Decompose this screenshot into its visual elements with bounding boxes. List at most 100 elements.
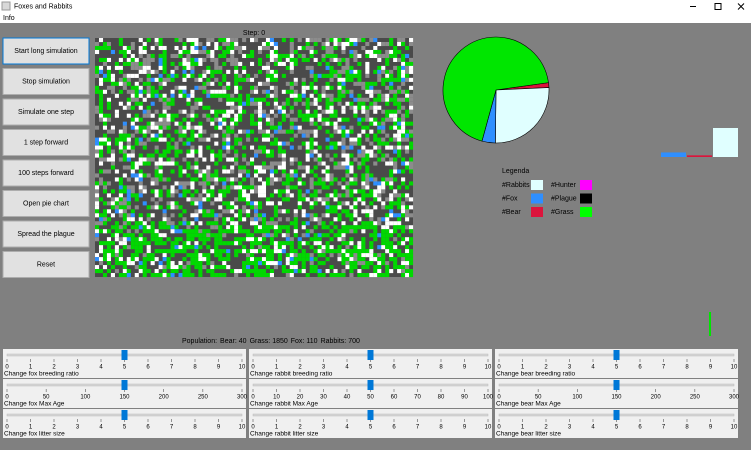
field-cell	[126, 81, 131, 86]
field-cell	[309, 177, 314, 182]
button[interactable]	[2, 68, 90, 95]
field-cell	[337, 217, 342, 222]
field-cell	[257, 257, 263, 262]
field-cell	[405, 265, 410, 270]
field-cell	[238, 113, 243, 118]
field-cell	[226, 169, 231, 174]
slider-handle[interactable]	[121, 350, 128, 360]
field-cell	[353, 213, 358, 218]
field-cell	[122, 269, 127, 274]
slider-handle[interactable]	[121, 410, 128, 420]
field-cell	[269, 85, 274, 90]
field-cell	[333, 57, 338, 62]
slider-handle[interactable]	[367, 350, 374, 360]
field-cell	[98, 229, 104, 234]
field-cell	[214, 273, 219, 278]
field-cell	[126, 197, 131, 202]
field-cell	[305, 117, 310, 122]
field-cell	[202, 185, 207, 190]
field-cell	[118, 213, 123, 218]
button-label[interactable]: Open pie chart	[23, 200, 69, 207]
field-cell	[130, 65, 135, 70]
slider-handle[interactable]	[121, 380, 128, 390]
field-cell	[321, 117, 326, 122]
field-cell	[110, 205, 115, 210]
field-cell	[122, 133, 127, 138]
field-cell	[345, 65, 350, 70]
maximize-button[interactable]	[714, 3, 722, 10]
field-cell	[333, 269, 338, 274]
field-cell	[269, 109, 274, 114]
field-cell	[182, 73, 187, 78]
field-cell	[369, 213, 374, 218]
field-cell	[265, 233, 270, 238]
field-cell	[182, 249, 187, 254]
field-cell	[293, 257, 298, 262]
field-cell	[98, 241, 104, 246]
button-label[interactable]: Reset	[37, 261, 55, 268]
field-cell	[102, 241, 108, 246]
field-cell	[357, 137, 362, 142]
button-label[interactable]: Start long simulation	[14, 48, 78, 55]
field-cell	[401, 229, 406, 234]
field-cell	[226, 41, 231, 47]
field-cell	[146, 161, 151, 166]
button[interactable]	[2, 98, 90, 126]
field-cell	[313, 197, 318, 202]
field-cell	[194, 265, 199, 270]
legend-swatch	[531, 180, 543, 190]
slider-tick-label: 5	[615, 365, 619, 371]
button-label[interactable]: Simulate one step	[18, 109, 74, 116]
button[interactable]	[2, 129, 90, 156]
field-cell	[389, 253, 394, 258]
field-cell	[158, 157, 163, 162]
field-cell	[273, 69, 278, 74]
button-label[interactable]: Spread the plague	[17, 231, 74, 238]
field-cell	[118, 273, 123, 278]
field-cell	[130, 125, 135, 130]
slider-handle[interactable]	[613, 350, 620, 360]
button[interactable]	[2, 220, 90, 248]
field-cell	[114, 201, 119, 206]
slider-handle[interactable]	[613, 410, 620, 420]
field-cell	[234, 221, 239, 226]
slider-handle[interactable]	[367, 380, 374, 390]
slider-handle[interactable]	[613, 380, 620, 390]
field-cell	[261, 269, 267, 274]
menu-item[interactable]: Info	[3, 15, 15, 22]
field-cell	[218, 273, 223, 278]
button[interactable]	[2, 37, 90, 65]
field-cell	[198, 169, 203, 174]
field-cell	[313, 38, 318, 43]
field-cell	[305, 189, 310, 194]
button[interactable]	[2, 159, 90, 187]
field-cell	[313, 149, 318, 154]
field-cell	[190, 65, 195, 70]
field-cell	[409, 69, 414, 74]
button[interactable]	[2, 190, 90, 217]
field-cell	[289, 53, 294, 59]
field-cell	[190, 38, 195, 43]
field-cell	[301, 77, 306, 82]
close-button[interactable]	[737, 3, 745, 10]
field-cell	[202, 113, 207, 118]
field-cell	[409, 141, 414, 146]
field-cell	[142, 97, 147, 102]
button-label[interactable]: 1 step forward	[24, 139, 68, 146]
field-cell	[134, 221, 139, 226]
field-cell	[182, 41, 187, 47]
field-cell	[250, 157, 255, 162]
field-cell	[122, 173, 127, 178]
field-cell	[317, 97, 322, 102]
field-cell	[134, 101, 139, 106]
field-cell	[301, 213, 306, 218]
field-cell	[102, 217, 108, 222]
field-cell	[134, 237, 139, 242]
field-cell	[405, 269, 410, 274]
button-label[interactable]: Stop simulation	[22, 78, 70, 85]
button[interactable]	[2, 251, 90, 278]
field-cell	[146, 89, 151, 94]
slider-handle[interactable]	[367, 410, 374, 420]
field-cell	[269, 41, 274, 47]
button-label[interactable]: 100 steps forward	[18, 170, 74, 177]
